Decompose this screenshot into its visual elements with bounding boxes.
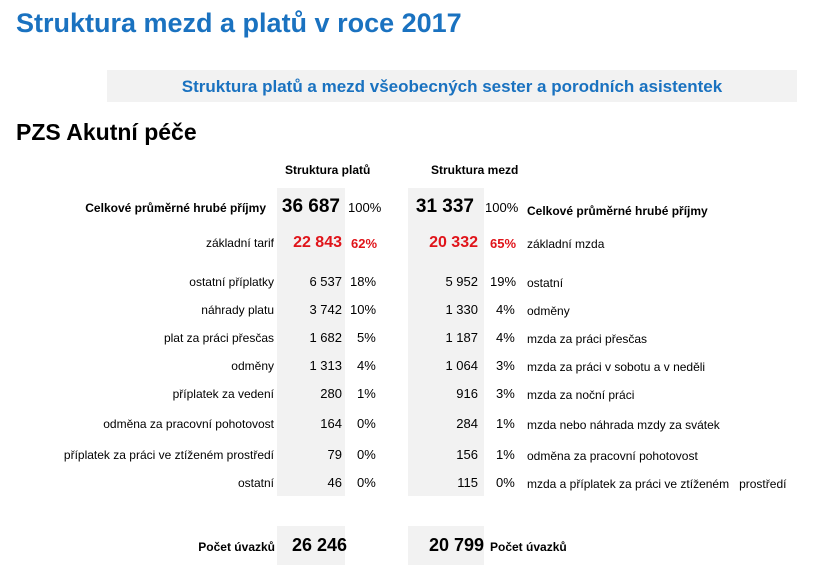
header-struktura-platu: Struktura platů: [285, 163, 371, 177]
row-plat-pct: 5%: [357, 330, 376, 345]
row-plat-pct: 0%: [357, 475, 376, 490]
row-mzda-label: mzda za noční práci: [527, 388, 635, 402]
row-plat-label: základní tarif: [205, 236, 274, 250]
plat-values-column-bg: [277, 188, 345, 496]
row-plat-value: 6 537: [309, 274, 342, 289]
row-plat-label: náhrady platu: [201, 303, 274, 317]
row-mzda-value: 916: [456, 386, 478, 401]
mzda-uvazky-bg: [408, 526, 484, 565]
row-plat-pct: 62%: [351, 236, 378, 251]
row-plat-value: 79: [327, 447, 342, 462]
row-mzda-pct: 3%: [496, 386, 515, 401]
row-mzda-pct: 3%: [496, 358, 515, 373]
row-mzda-value: 1 187: [445, 330, 478, 345]
row-plat-value: 1 313: [309, 358, 342, 373]
row-mzda-label: základní mzda: [527, 237, 605, 251]
row-plat-label: odměna za pracovní pohotovost: [103, 417, 274, 431]
row-mzda-pct: 1%: [496, 447, 515, 462]
row-plat-pct: 0%: [357, 416, 376, 431]
row-mzda-label: mzda za práci v sobotu a v neděli: [527, 360, 706, 374]
row-mzda-label: odměna za pracovní pohotovost: [527, 449, 698, 463]
row-plat-value: 22 843: [293, 234, 342, 251]
row-plat-pct: 10%: [350, 302, 377, 317]
row-mzda-pct: 4%: [496, 302, 515, 317]
row-mzda-label: mzda za práci přesčas: [527, 332, 648, 346]
row-mzda-value: 284: [456, 416, 478, 431]
row-plat-label: plat za práci přesčas: [163, 331, 274, 345]
header-struktura-mezd: Struktura mezd: [431, 163, 519, 177]
row-mzda-pct: 19%: [490, 274, 517, 289]
row-mzda-label: mzda nebo náhrada mzdy za svátek: [527, 418, 720, 432]
row-mzda-pct: 65%: [490, 236, 517, 251]
uvazky-plat-value: 26 246: [292, 535, 348, 555]
row-plat-label: odměny: [231, 359, 274, 373]
total-plat-pct: 100%: [348, 200, 382, 215]
uvazky-mzda-value: 20 799: [428, 535, 484, 555]
row-mzda-pct: 1%: [496, 416, 515, 431]
row-mzda-value: 156: [456, 447, 478, 462]
banner: Struktura platů a mezd všeobecných seste…: [107, 70, 797, 102]
section-title: PZS Akutní péče: [16, 119, 197, 145]
row-plat-label: ostatní: [237, 476, 274, 490]
total-plat-label: Celkové průměrné hrubé příjmy: [85, 201, 266, 215]
row-mzda-value: 5 952: [445, 274, 478, 289]
row-mzda-value: 20 332: [429, 234, 478, 251]
row-plat-label: příplatek za práci ve ztíženém prostředí: [63, 448, 274, 462]
row-mzda-label: mzda a příplatek za práci ve ztíženém pr…: [527, 477, 787, 491]
row-mzda-label: ostatní: [527, 276, 564, 290]
total-mzda-pct: 100%: [485, 200, 519, 215]
row-plat-label: příplatek za vedení: [172, 387, 274, 401]
total-plat-value: 36 687: [281, 196, 340, 217]
row-plat-value: 280: [320, 386, 342, 401]
mzda-values-column-bg: [408, 188, 484, 496]
row-plat-value: 164: [320, 416, 342, 431]
plat-uvazky-bg: [277, 526, 345, 565]
row-mzda-value: 115: [457, 475, 478, 490]
row-plat-pct: 0%: [357, 447, 376, 462]
total-mzda-value: 31 337: [415, 196, 474, 217]
row-mzda-pct: 0%: [496, 475, 515, 490]
row-plat-label: ostatní příplatky: [189, 275, 274, 289]
uvazky-mzda-label: Počet úvazků: [490, 540, 567, 554]
row-plat-pct: 18%: [350, 274, 377, 289]
row-mzda-pct: 4%: [496, 330, 515, 345]
row-plat-value: 1 682: [309, 330, 342, 345]
row-mzda-value: 1 330: [445, 302, 478, 317]
banner-title: Struktura platů a mezd všeobecných seste…: [181, 77, 723, 96]
row-mzda-value: 1 064: [445, 358, 478, 373]
uvazky-plat-label: Počet úvazků: [198, 540, 275, 554]
row-mzda-label: odměny: [527, 304, 570, 318]
row-plat-value: 46: [327, 475, 342, 490]
page-title: Struktura mezd a platů v roce 2017: [16, 8, 462, 38]
row-plat-value: 3 742: [309, 302, 342, 317]
row-plat-pct: 1%: [357, 386, 376, 401]
row-plat-pct: 4%: [357, 358, 376, 373]
total-mzda-label: Celkové průměrné hrubé příjmy: [527, 204, 708, 218]
